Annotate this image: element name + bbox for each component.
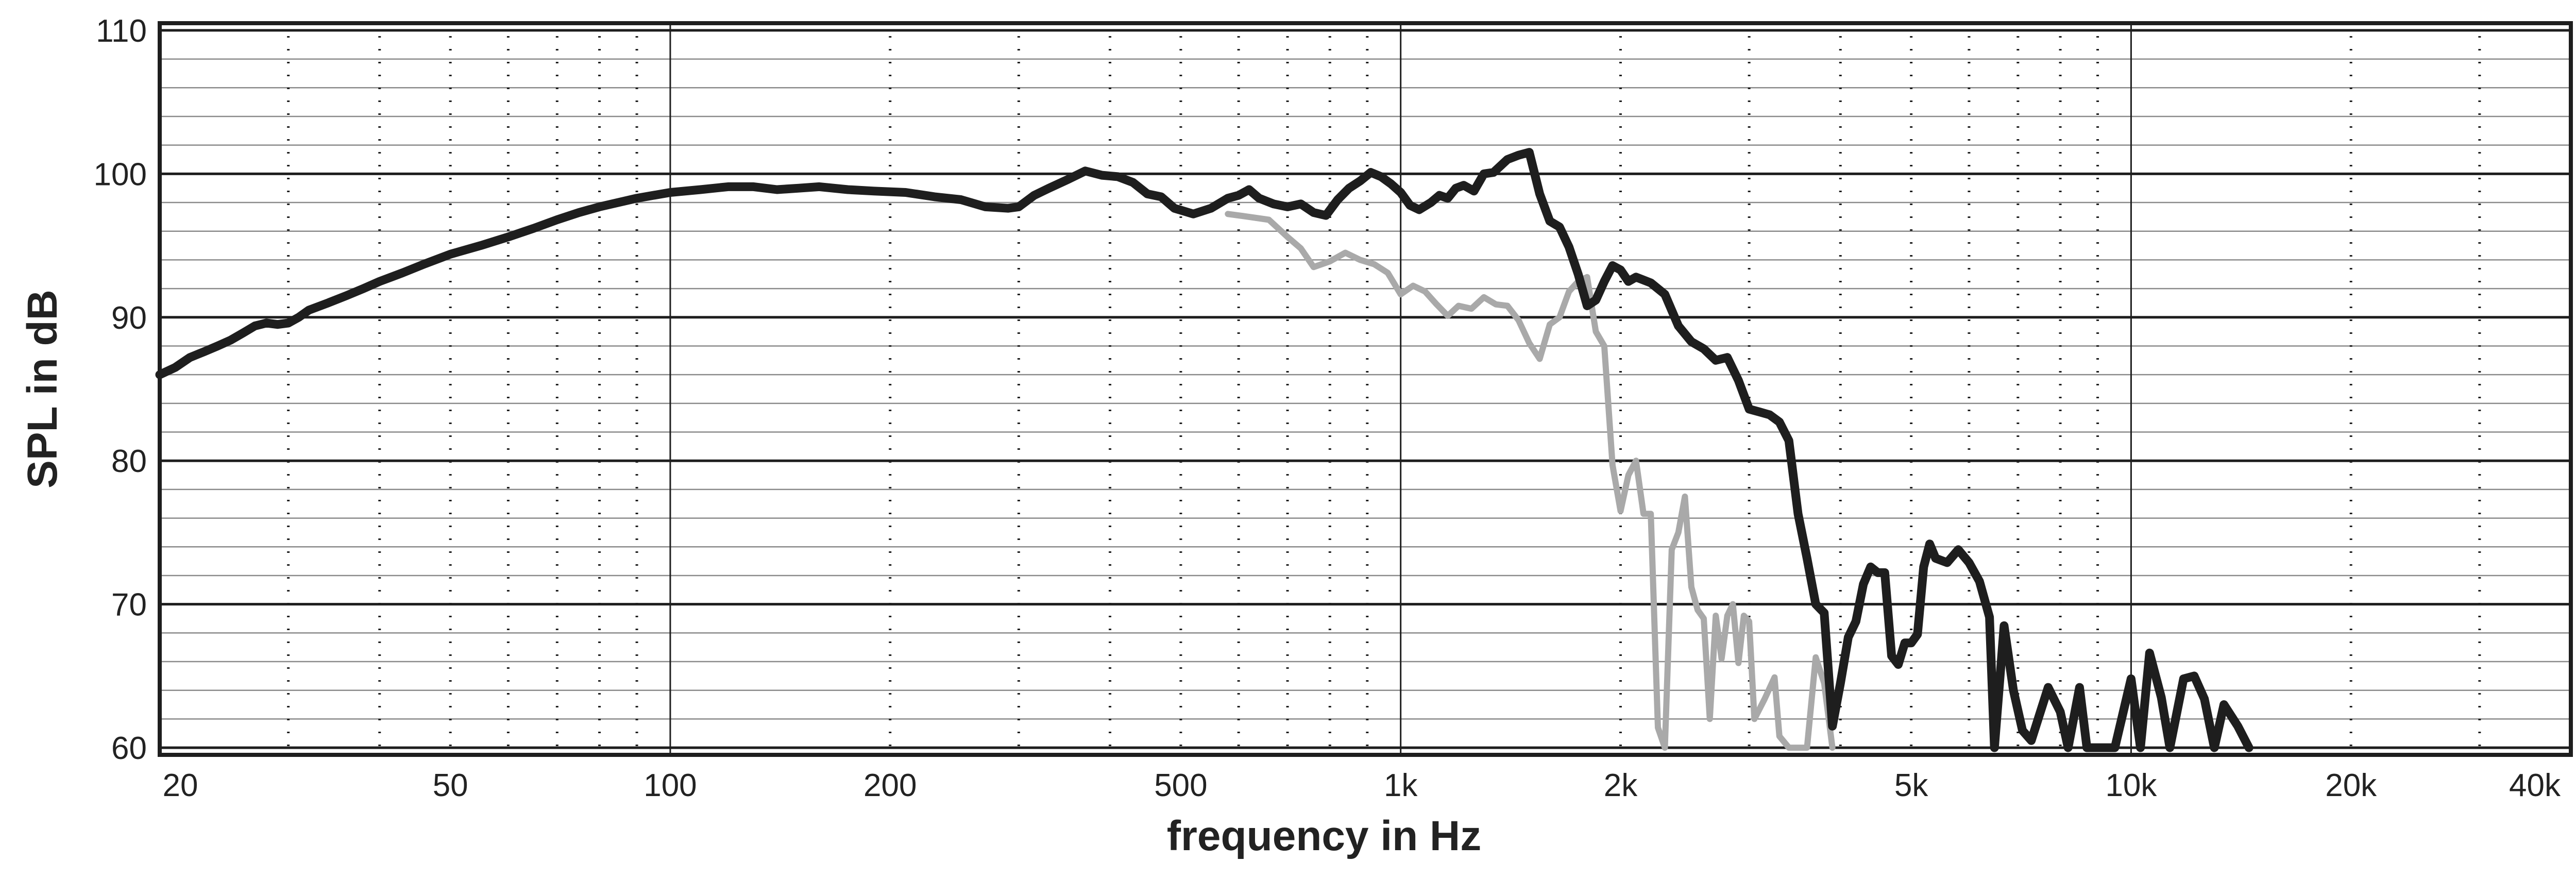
y-tick-label: 80: [111, 444, 147, 479]
series-line-black: [155, 148, 2253, 752]
series-line-gray: [1225, 211, 1836, 751]
series-layer: [155, 148, 2253, 752]
y-tick-labels: 60 70 80 90 100 110: [94, 13, 147, 766]
grid: [158, 23, 2572, 755]
y-tick-label: 60: [111, 731, 147, 766]
x-tick-label: 5k: [1894, 768, 1928, 803]
x-tick-label: 20: [163, 768, 198, 803]
x-tick-label: 20k: [2325, 768, 2377, 803]
y-tick-label: 90: [111, 300, 147, 336]
x-tick-label: 10k: [2105, 768, 2157, 803]
x-tick-label: 100: [643, 768, 697, 803]
x-tick-label: 500: [1154, 768, 1207, 803]
y-tick-label: 100: [94, 157, 147, 192]
x-tick-label: 2k: [1604, 768, 1638, 803]
x-tick-label: 50: [433, 768, 468, 803]
x-tick-label: 1k: [1384, 768, 1418, 803]
y-axis-title: SPL in dB: [19, 290, 66, 488]
y-tick-label: 70: [111, 587, 147, 623]
x-tick-label: 40k: [2509, 768, 2561, 803]
x-tick-label: 200: [863, 768, 917, 803]
x-tick-labels: 20 50 100 200 500 1k 2k 5k 10k 20k 40k: [163, 768, 2561, 803]
plot-frame: [158, 21, 2573, 757]
y-tick-label: 110: [96, 13, 147, 49]
x-axis-title: frequency in Hz: [1167, 813, 1482, 859]
